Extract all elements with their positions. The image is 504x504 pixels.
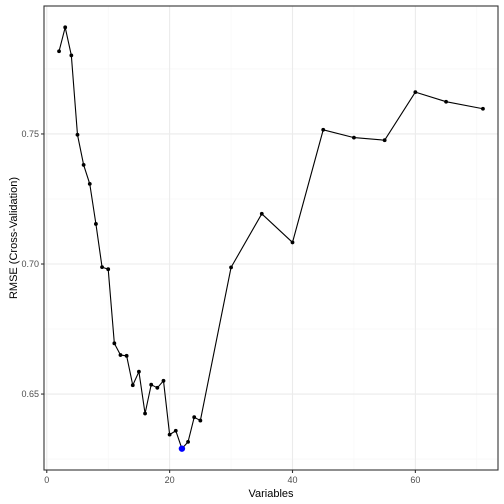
data-point bbox=[143, 411, 147, 416]
x-tick-label: 40 bbox=[287, 475, 297, 485]
y-axis-title: RMSE (Cross-Validation) bbox=[8, 177, 20, 299]
x-axis-title: Variables bbox=[248, 488, 294, 500]
data-point bbox=[321, 127, 326, 132]
data-point bbox=[75, 132, 80, 137]
data-point bbox=[69, 53, 74, 58]
data-point bbox=[106, 267, 111, 272]
data-point bbox=[192, 415, 197, 420]
y-axis-ticks: 0.65 0.70 0.75 bbox=[21, 129, 44, 399]
data-point bbox=[149, 382, 154, 387]
data-point bbox=[81, 163, 86, 167]
data-point bbox=[87, 182, 92, 186]
y-tick-label: 0.75 bbox=[21, 129, 39, 139]
data-point bbox=[173, 428, 178, 433]
data-point bbox=[161, 378, 166, 383]
data-point bbox=[94, 222, 98, 226]
data-point bbox=[481, 106, 485, 111]
data-point bbox=[112, 341, 117, 346]
data-point bbox=[382, 138, 387, 143]
y-tick-label: 0.70 bbox=[21, 259, 39, 269]
data-point bbox=[124, 353, 129, 358]
data-point bbox=[100, 265, 104, 270]
x-axis-ticks: 0 20 40 60 bbox=[44, 470, 420, 485]
data-point bbox=[186, 440, 190, 444]
x-tick-label: 0 bbox=[44, 475, 49, 485]
data-point bbox=[63, 25, 68, 30]
data-point bbox=[229, 265, 233, 270]
data-point bbox=[130, 383, 135, 388]
minor-gridlines bbox=[44, 6, 498, 470]
data-point bbox=[413, 90, 418, 94]
data-point bbox=[57, 49, 61, 54]
data-points bbox=[57, 25, 485, 452]
data-point bbox=[290, 240, 295, 245]
data-point bbox=[155, 385, 160, 390]
data-point bbox=[352, 135, 356, 140]
data-point bbox=[198, 418, 203, 423]
y-tick-label: 0.65 bbox=[21, 389, 39, 399]
x-tick-label: 60 bbox=[410, 475, 420, 485]
x-tick-label: 20 bbox=[165, 475, 175, 485]
major-gridlines bbox=[44, 6, 498, 470]
data-point bbox=[167, 432, 172, 437]
highlight-point bbox=[178, 445, 186, 452]
data-point bbox=[259, 211, 264, 216]
data-point bbox=[444, 99, 448, 104]
data-point bbox=[118, 353, 123, 357]
data-point bbox=[137, 369, 141, 374]
panel-border bbox=[43, 5, 499, 471]
